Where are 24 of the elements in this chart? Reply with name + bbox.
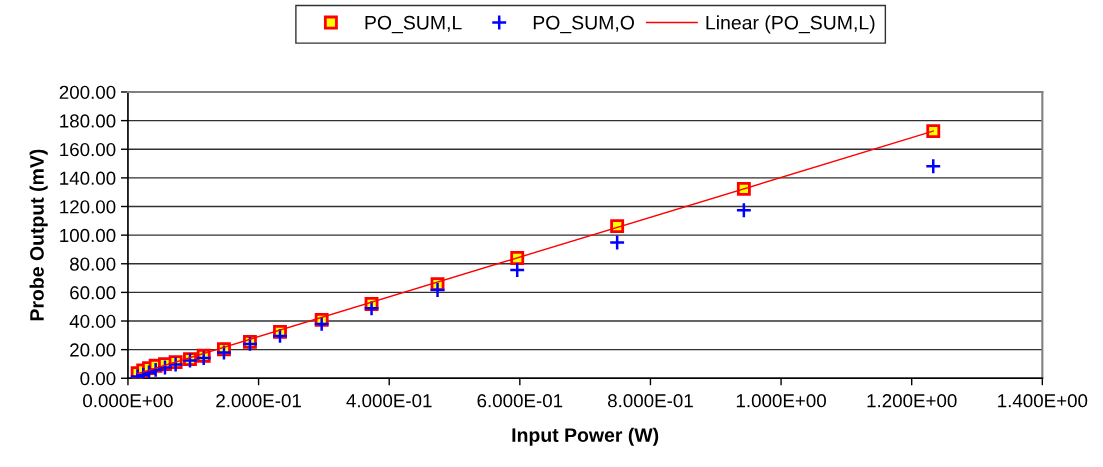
x-tick-label: 4.000E-01 bbox=[346, 394, 432, 408]
x-tick-label: 1.000E+00 bbox=[736, 394, 826, 408]
y-tick-label: 160.00 bbox=[60, 142, 116, 157]
legend-label: PO_SUM,O bbox=[533, 15, 634, 34]
y-tick-label: 180.00 bbox=[60, 114, 116, 128]
x-tick-label: 2.000E-01 bbox=[216, 394, 301, 408]
x-tick-label: 1.400E+00 bbox=[998, 394, 1088, 408]
x-tick-label: 6.000E-01 bbox=[477, 394, 563, 408]
y-axis-title: Probe Output (mV) bbox=[29, 149, 48, 321]
x-axis-title: Input Power (W) bbox=[512, 427, 659, 446]
legend-label: PO_SUM,L bbox=[365, 15, 462, 34]
legend-label: Linear (PO_SUM,L) bbox=[706, 15, 875, 34]
y-tick-label: 60.00 bbox=[70, 286, 116, 300]
y-tick-label: 80.00 bbox=[70, 257, 116, 271]
y-tick-label: 0.00 bbox=[80, 371, 116, 386]
x-tick-label: 0.000E+00 bbox=[83, 394, 173, 408]
y-tick-label: 100.00 bbox=[60, 228, 116, 243]
y-tick-label: 40.00 bbox=[69, 314, 116, 328]
y-tick-label: 200.00 bbox=[59, 85, 116, 99]
y-tick-label: 120.00 bbox=[60, 200, 116, 214]
x-tick-label: 8.000E-01 bbox=[608, 394, 693, 408]
x-tick-label: 1.200E+00 bbox=[867, 394, 957, 408]
y-tick-label: 20.00 bbox=[70, 343, 116, 357]
y-tick-label: 140.00 bbox=[60, 171, 116, 185]
